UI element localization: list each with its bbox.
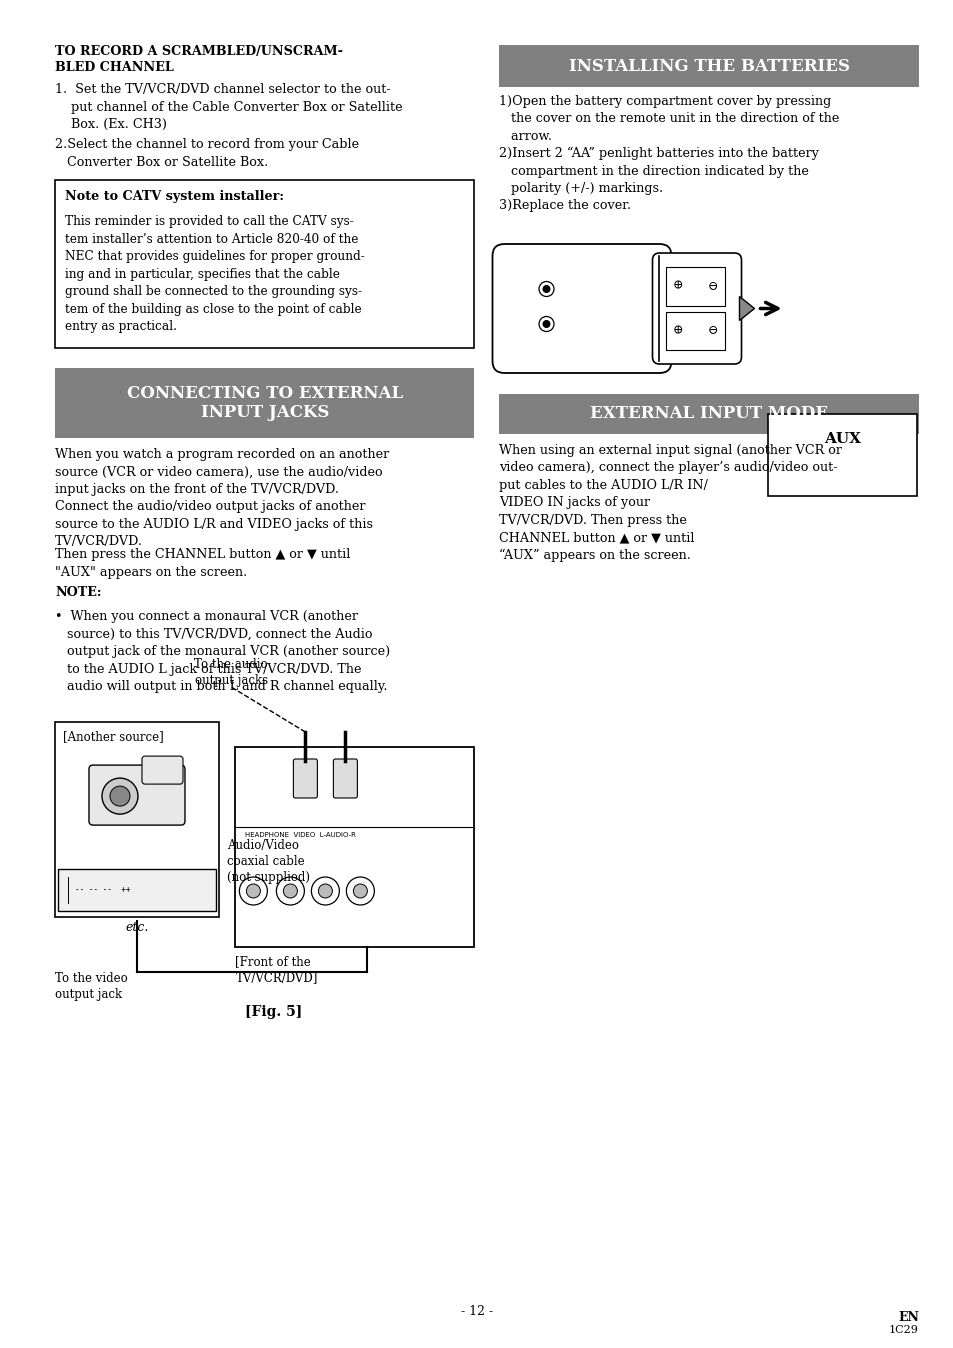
FancyBboxPatch shape (55, 368, 474, 438)
Circle shape (110, 786, 130, 806)
Circle shape (542, 321, 550, 328)
FancyBboxPatch shape (142, 756, 183, 785)
Text: Then press the CHANNEL button ▲ or ▼ until
"AUX" appears on the screen.: Then press the CHANNEL button ▲ or ▼ unt… (55, 549, 350, 578)
Circle shape (538, 317, 554, 332)
Text: 2.Select the channel to record from your Cable
   Converter Box or Satellite Box: 2.Select the channel to record from your… (55, 137, 358, 168)
Text: When you watch a program recorded on an another
source (VCR or video camera), us: When you watch a program recorded on an … (55, 448, 389, 496)
FancyBboxPatch shape (767, 414, 916, 496)
FancyBboxPatch shape (652, 253, 740, 364)
Text: 2)Insert 2 “AA” penlight batteries into the battery
   compartment in the direct: 2)Insert 2 “AA” penlight batteries into … (499, 147, 819, 195)
Circle shape (538, 282, 554, 297)
Text: Audio/Video
coaxial cable
(not supplied): Audio/Video coaxial cable (not supplied) (227, 838, 310, 884)
FancyBboxPatch shape (55, 181, 474, 348)
Text: When using an external input signal (another VCR or
video camera), connect the p: When using an external input signal (ano… (499, 443, 841, 562)
FancyBboxPatch shape (499, 394, 918, 434)
Circle shape (353, 884, 367, 898)
Text: 3)Replace the cover.: 3)Replace the cover. (499, 200, 631, 212)
Text: [Fig. 5]: [Fig. 5] (245, 1006, 302, 1019)
Circle shape (311, 878, 339, 905)
Text: ⊕: ⊕ (672, 325, 682, 337)
Text: [Front of the
TV/VCR/DVD]: [Front of the TV/VCR/DVD] (235, 954, 317, 984)
Text: 1C29: 1C29 (888, 1325, 918, 1335)
Text: - 12 -: - 12 - (460, 1305, 493, 1318)
Text: To the audio
output jacks: To the audio output jacks (194, 658, 268, 687)
Circle shape (346, 878, 374, 905)
FancyBboxPatch shape (55, 723, 218, 917)
Text: EN: EN (897, 1312, 918, 1324)
Circle shape (276, 878, 304, 905)
Circle shape (246, 884, 260, 898)
Circle shape (102, 778, 138, 814)
Text: Note to CATV system installer:: Note to CATV system installer: (65, 190, 284, 204)
Text: This reminder is provided to call the CATV sys-
tem installer’s attention to Art: This reminder is provided to call the CA… (65, 214, 364, 333)
FancyBboxPatch shape (294, 759, 317, 798)
FancyBboxPatch shape (333, 759, 357, 798)
Circle shape (239, 878, 267, 905)
Text: 1)Open the battery compartment cover by pressing
   the cover on the remote unit: 1)Open the battery compartment cover by … (499, 94, 839, 143)
Text: CONNECTING TO EXTERNAL
INPUT JACKS: CONNECTING TO EXTERNAL INPUT JACKS (127, 386, 402, 421)
FancyBboxPatch shape (499, 44, 918, 88)
Text: Connect the audio/video output jacks of another
source to the AUDIO L/R and VIDE: Connect the audio/video output jacks of … (55, 500, 373, 549)
FancyBboxPatch shape (89, 766, 185, 825)
Text: ⊖: ⊖ (707, 280, 718, 293)
Text: TO RECORD A SCRAMBLED/UNSCRAM-
BLED CHANNEL: TO RECORD A SCRAMBLED/UNSCRAM- BLED CHAN… (55, 44, 343, 74)
Text: ⊕: ⊕ (672, 280, 682, 293)
Text: •  When you connect a monaural VCR (another
   source) to this TV/VCR/DVD, conne: • When you connect a monaural VCR (anoth… (55, 611, 390, 693)
Polygon shape (739, 297, 754, 321)
Text: etc.: etc. (125, 921, 149, 934)
FancyBboxPatch shape (492, 244, 671, 373)
FancyBboxPatch shape (58, 869, 215, 911)
Text: ⊖: ⊖ (707, 325, 718, 337)
Text: To the video
output jack: To the video output jack (55, 972, 128, 1002)
Text: AUX: AUX (823, 431, 860, 446)
Text: INSTALLING THE BATTERIES: INSTALLING THE BATTERIES (568, 58, 849, 74)
FancyBboxPatch shape (666, 267, 724, 306)
FancyBboxPatch shape (666, 311, 724, 350)
Circle shape (283, 884, 297, 898)
Circle shape (542, 286, 550, 293)
Text: -- -- --  ++: -- -- -- ++ (75, 886, 131, 895)
Text: [Another source]: [Another source] (63, 731, 164, 743)
Text: EXTERNAL INPUT MODE: EXTERNAL INPUT MODE (590, 406, 827, 422)
Circle shape (318, 884, 332, 898)
Text: HEADPHONE  VIDEO  L-AUDIO-R: HEADPHONE VIDEO L-AUDIO-R (245, 832, 355, 838)
FancyBboxPatch shape (235, 747, 474, 948)
Text: NOTE:: NOTE: (55, 586, 101, 599)
Text: 1.  Set the TV/VCR/DVD channel selector to the out-
    put channel of the Cable: 1. Set the TV/VCR/DVD channel selector t… (55, 84, 402, 131)
